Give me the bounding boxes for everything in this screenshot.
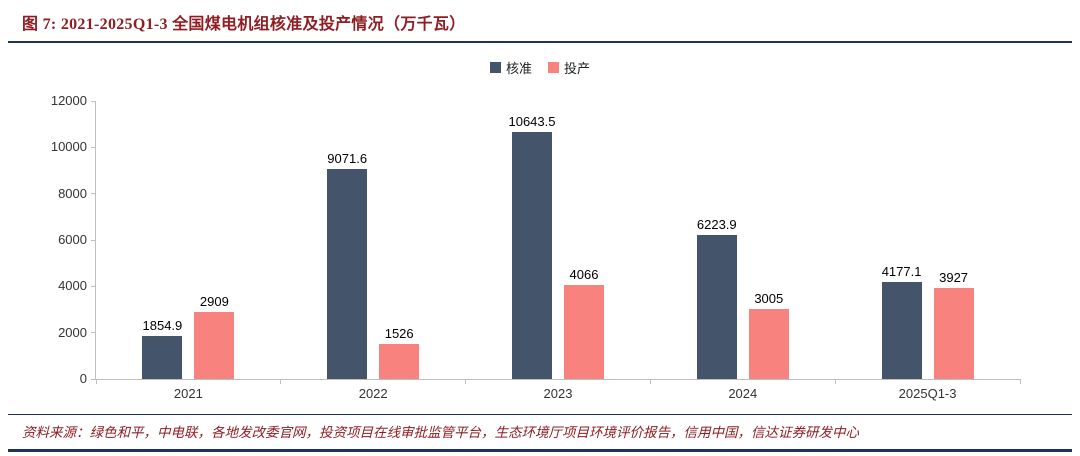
legend-item-approved: 核准: [489, 58, 532, 77]
footer-divider-bottom: [8, 449, 1072, 452]
legend-label: 核准: [505, 60, 532, 76]
x-axis-category-label: 2021: [173, 386, 203, 401]
bar-commissioned-2023: [563, 284, 604, 379]
figure-title: 图 7: 2021-2025Q1-3 全国煤电机组核准及投产情况（万千瓦）: [22, 16, 466, 33]
bar-column: 9071.6: [327, 101, 368, 379]
x-axis-tick-mark: [649, 379, 651, 384]
bar-value-label: 2909: [199, 293, 229, 309]
x-axis-category-label: 2022: [358, 386, 388, 401]
x-axis-tick-mark: [95, 379, 97, 384]
y-axis-tick-mark: [91, 239, 96, 241]
y-axis-tick-mark: [91, 332, 96, 334]
bar-column: 6223.9: [696, 101, 737, 379]
bar-value-label: 9071.6: [327, 150, 368, 166]
bar-column: 2909: [194, 101, 235, 379]
source-note: 资料来源：绿色和平，中电联，各地发改委官网，投资项目在线审批监管平台，生态环境厅…: [22, 425, 859, 440]
legend-item-commissioned: 投产: [548, 58, 590, 77]
y-axis-tick-label: 4000: [58, 278, 87, 294]
bar-group-2023: 10643.5 4066 2023: [508, 101, 604, 401]
bar-value-label: 4177.1: [881, 264, 922, 280]
bar-commissioned-2024: [748, 309, 789, 379]
chart-legend: 核准 投产: [0, 58, 1080, 77]
bar-commissioned-2021: [194, 311, 235, 379]
bar-commissioned-2025Q1-3: [933, 288, 974, 379]
bar-approved-2024: [696, 234, 737, 379]
bar-commissioned-2022: [379, 343, 420, 379]
bar-column: 3927: [933, 101, 974, 379]
y-axis-tick-label: 12000: [50, 93, 87, 108]
y-axis-tick-mark: [91, 146, 96, 148]
header-divider: [8, 41, 1072, 43]
y-axis-tick-label: 6000: [58, 232, 87, 247]
x-axis-tick-mark: [465, 379, 467, 384]
y-axis-tick-label: 8000: [58, 185, 87, 201]
legend-label: 投产: [564, 60, 591, 76]
bar-group-2022: 9071.6 1526 2022: [327, 101, 420, 401]
x-axis-tick-mark: [834, 379, 836, 384]
bar-approved-2021: [142, 336, 183, 379]
bar-value-label: 4066: [569, 266, 599, 282]
bar-approved-2022: [327, 168, 368, 379]
y-axis-tick-mark: [91, 285, 96, 287]
bar-group-2021: 1854.9 2909 2021: [142, 101, 235, 401]
bar-column: 1854.9: [142, 101, 183, 379]
y-axis-tick-mark: [91, 378, 96, 380]
x-axis-category-label: 2025Q1-3: [898, 386, 957, 401]
y-axis-tick-label: 0: [79, 371, 87, 386]
x-axis-category-label: 2024: [728, 386, 758, 401]
footer-divider-top: [8, 414, 1072, 415]
y-axis-tick-label: 10000: [50, 139, 87, 155]
x-axis-tick-mark: [280, 379, 282, 384]
bar-approved-2023: [511, 132, 552, 379]
bar-column: 4177.1: [881, 101, 922, 379]
bar-value-label: 1854.9: [142, 318, 183, 334]
bar-value-label: 1526: [384, 325, 414, 341]
bar-column: 10643.5: [508, 101, 555, 379]
y-axis-tick-mark: [91, 100, 96, 102]
bar-value-label: 10643.5: [508, 114, 556, 130]
bar-group-2025Q1-3: 4177.1 3927 2025Q1-3: [881, 101, 974, 401]
bar-groups: 1854.9 2909 2021 9071.6 1526 2022 10643.5 4066 2…: [96, 101, 1020, 401]
figure-header: 图 7: 2021-2025Q1-3 全国煤电机组核准及投产情况（万千瓦）: [0, 0, 1080, 34]
bar-value-label: 3005: [754, 291, 784, 307]
y-axis-tick-label: 2000: [58, 324, 87, 340]
x-axis-category-label: 2023: [543, 386, 573, 401]
bar-approved-2025Q1-3: [881, 282, 922, 379]
bar-column: 3005: [748, 101, 789, 379]
plot-area: 0 2000 4000 6000 8000 10000 12000 1854.9 2909 202…: [51, 94, 1021, 401]
bar-value-label: 6223.9: [696, 216, 737, 232]
bar-column: 4066: [563, 101, 604, 379]
bar-group-2024: 6223.9 3005 2024: [696, 101, 789, 401]
bar-value-label: 3927: [939, 270, 969, 286]
legend-swatch-approved: [489, 61, 501, 73]
y-axis-tick-mark: [91, 193, 96, 195]
bar-column: 1526: [379, 101, 420, 379]
legend-swatch-commissioned: [548, 61, 559, 73]
x-axis-tick-mark: [1019, 379, 1021, 384]
